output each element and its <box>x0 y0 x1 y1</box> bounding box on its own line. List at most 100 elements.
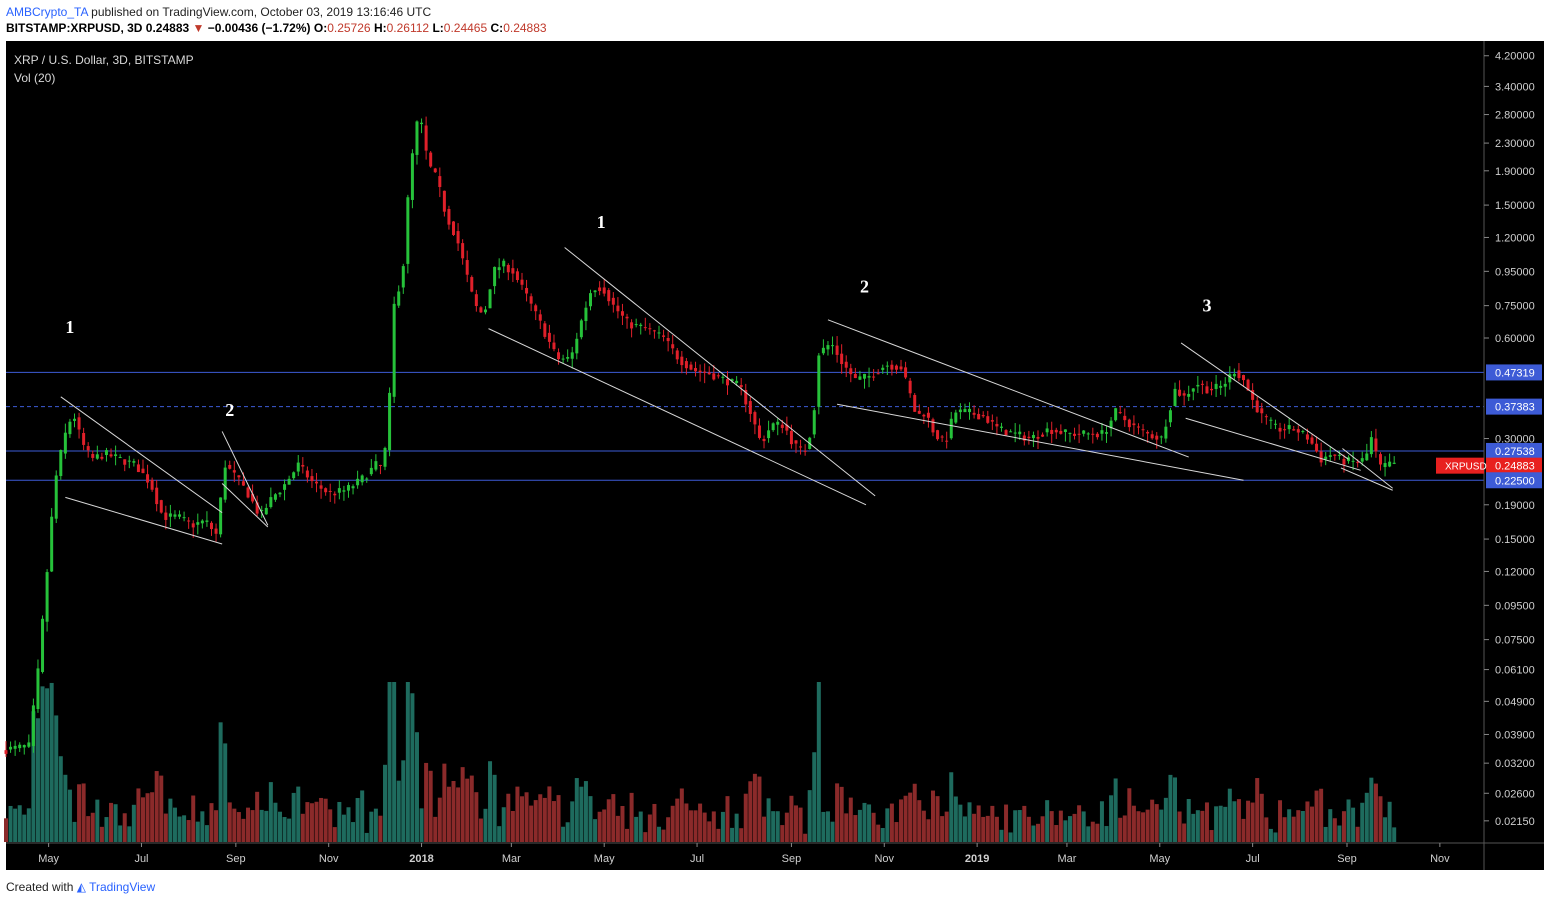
volume-bar <box>1186 799 1191 842</box>
volume-bar <box>1182 823 1187 842</box>
x-tick-label-15: Nov <box>1430 853 1450 865</box>
candle-body <box>689 364 693 370</box>
volume-bar <box>1268 828 1273 842</box>
candle-body <box>707 372 711 375</box>
y-tick-label-5: 1.50000 <box>1495 200 1535 212</box>
candle-body <box>315 481 319 484</box>
volume-bar <box>1355 826 1360 842</box>
volume-bar <box>533 800 538 842</box>
candle-body <box>694 368 698 372</box>
candle-body <box>470 277 474 292</box>
footer: Created with ◭ TradingView <box>6 880 155 894</box>
volume-bar <box>328 809 333 842</box>
candle-body <box>369 467 373 475</box>
volume-bar <box>656 826 661 842</box>
candle-body <box>104 450 108 456</box>
candle-body <box>410 153 414 200</box>
volume-bar <box>556 795 561 842</box>
candle-body <box>178 514 182 517</box>
volume-bar <box>570 801 575 842</box>
volume-bar <box>707 821 712 842</box>
candle-body <box>744 389 748 405</box>
candle-body <box>406 197 410 264</box>
volume-bar <box>469 775 474 842</box>
volume-bar <box>1031 825 1036 842</box>
candle-body <box>397 291 401 306</box>
candle-body <box>328 490 332 492</box>
candle-body <box>319 485 323 489</box>
price-chart[interactable]: 1 2 1 2 3 4.20000 3.40000 2.80000 2.30000 1.9000… <box>0 41 1550 870</box>
volume-bar <box>414 732 419 842</box>
candle-body <box>1305 434 1309 440</box>
volume-bar <box>1218 805 1223 842</box>
level-tag-10 <box>1486 364 1542 381</box>
volume-bar <box>1045 800 1050 842</box>
candle-body <box>570 352 574 359</box>
tradingview-link[interactable]: TradingView <box>89 880 156 894</box>
volume-bar <box>314 801 319 842</box>
x-tick-label-13: Jul <box>1246 853 1260 865</box>
candle-body <box>1287 425 1291 430</box>
volume-bar <box>287 818 292 842</box>
candle-body <box>748 401 752 414</box>
candle-body <box>237 475 241 478</box>
volume-bar <box>611 794 616 842</box>
volume-bar <box>775 811 780 842</box>
candle-body <box>1082 430 1086 434</box>
volume-bar <box>1209 830 1214 842</box>
volume-bar <box>26 808 31 842</box>
y-tick-label-22: 0.04900 <box>1495 696 1535 708</box>
trendline-2 <box>221 431 269 526</box>
volume-bar <box>1077 805 1082 842</box>
chart-title: XRP / U.S. Dollar, 3D, BITSTAMP <box>14 53 194 67</box>
candle-body <box>1077 433 1081 435</box>
candle-body <box>716 375 720 377</box>
volume-bar <box>1383 817 1388 842</box>
volume-bar <box>360 790 365 842</box>
volume-bar <box>602 809 607 842</box>
volume-bar <box>940 816 945 842</box>
candle-body <box>1392 462 1396 464</box>
volume-bar <box>1241 818 1246 842</box>
volume-bar <box>474 792 479 842</box>
candle-body <box>50 516 54 572</box>
candle-body <box>949 418 953 439</box>
volume-bar <box>191 795 196 842</box>
candle-body <box>908 380 912 394</box>
candle-body <box>995 423 999 427</box>
x-tick-label-6: May <box>594 853 615 865</box>
volume-bar <box>876 824 881 842</box>
volume-bar <box>236 812 241 842</box>
volume-bar <box>465 778 470 842</box>
trendline-0 <box>60 396 223 514</box>
candle-body <box>1232 373 1236 377</box>
candle-body <box>1031 435 1035 439</box>
volume-bar <box>1173 777 1178 842</box>
candle-body <box>981 415 985 417</box>
candle-body <box>374 461 378 470</box>
volume-bar <box>684 803 689 842</box>
volume-bar <box>446 786 451 842</box>
level-tag-label-15: 0.22500 <box>1495 475 1535 487</box>
wave-label-1: 2 <box>225 400 234 420</box>
candle-body <box>483 309 487 313</box>
candle-body <box>1319 451 1323 463</box>
candle-body <box>735 380 739 384</box>
volume-bar <box>259 809 264 842</box>
candle-body <box>342 490 346 492</box>
candle-body <box>753 412 757 425</box>
candle-body <box>18 744 22 749</box>
candle-body <box>972 412 976 415</box>
candle-body <box>858 376 862 380</box>
volume-bar <box>501 807 506 842</box>
candle-body <box>255 502 259 514</box>
candle-body <box>1068 432 1072 434</box>
y-tick-label-20: 0.07500 <box>1495 635 1535 647</box>
candle-body <box>904 367 908 378</box>
volume-bar <box>1351 807 1356 842</box>
author-link[interactable]: AMBCrypto_TA <box>6 5 88 19</box>
candle-body <box>958 409 962 413</box>
candle-body <box>59 450 63 477</box>
candle-body <box>634 324 638 326</box>
candle-body <box>648 328 652 330</box>
